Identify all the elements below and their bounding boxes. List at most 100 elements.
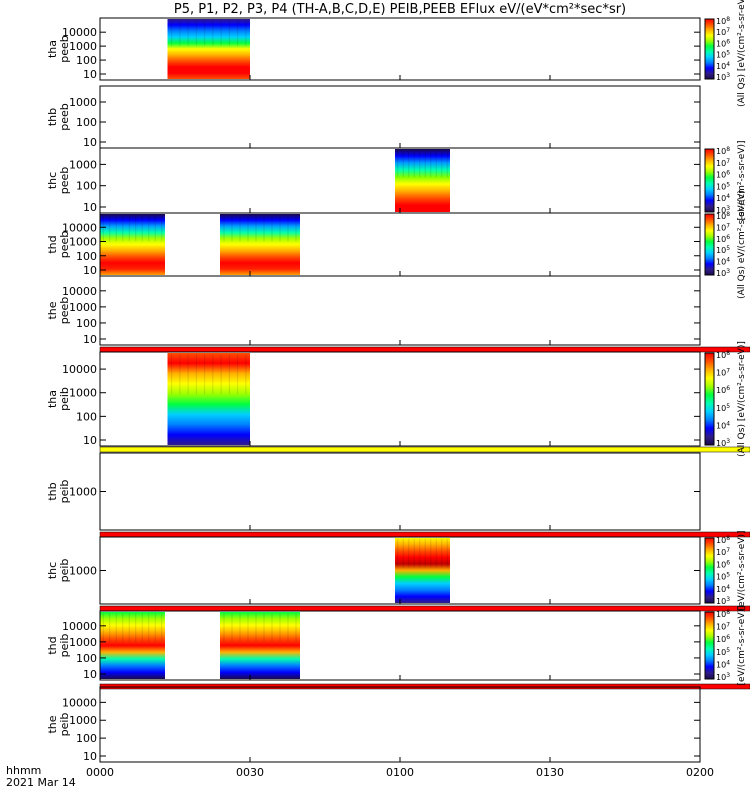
colorbar-tick-exponent: 6: [726, 385, 730, 392]
colorbar-tick-label: 108: [716, 535, 730, 545]
panel-frame: [99, 85, 701, 149]
colorbar-tick-label: 108: [716, 16, 730, 26]
colorbar-tick-exponent: 8: [726, 350, 730, 357]
colorbar-tick-label: 108: [716, 350, 730, 360]
colorbar-tick-label: 108: [716, 609, 730, 619]
y-tick-label: 1000: [69, 714, 97, 727]
colorbar-tick-label: 107: [716, 27, 730, 37]
panel-thb-peeb: 10 100 1000 thb peeb: [46, 85, 701, 149]
colorbar-tick-exponent: 7: [726, 547, 730, 554]
colorbar-tick-exponent: 4: [726, 61, 730, 68]
colorbar-tick-exponent: 5: [726, 50, 730, 57]
y-tick-label: 100: [76, 410, 97, 423]
panel-label-probe: thd: [46, 636, 59, 654]
panel-label-probe: thb: [46, 482, 59, 500]
colorbar-tick-exponent: 4: [726, 420, 730, 427]
colorbar-tick-exponent: 6: [726, 559, 730, 566]
y-tick-label: 100: [76, 317, 97, 330]
panel-thc-peeb: 10 100 1000 thc peeb: [46, 147, 701, 214]
colorbar-tick-exponent: 4: [726, 257, 730, 264]
colorbar-tick-label: 103: [716, 438, 730, 448]
y-tick-label: 10000: [62, 620, 97, 633]
colorbar-scale: [704, 537, 715, 604]
panel-label-probe: the: [46, 715, 59, 733]
panel-label-probe: tha: [46, 40, 59, 58]
colorbar-tick-exponent: 3: [726, 672, 730, 679]
colorbar-tick-label: 106: [716, 38, 730, 48]
colorbar-tick-exponent: 7: [726, 622, 730, 629]
x-tick-label: 0200: [686, 766, 714, 779]
x-tick-label: 0100: [386, 766, 414, 779]
panel-frame: [99, 212, 701, 277]
panel-frame: [99, 686, 701, 763]
panel-label-probe: thc: [46, 172, 59, 189]
colorbar-tick-label: 105: [716, 647, 730, 657]
colorbar-tick-exponent: 3: [726, 205, 730, 212]
colorbar-tick-exponent: 3: [726, 268, 730, 275]
colorbar-tick-label: 105: [716, 572, 730, 582]
colorbar-tick-exponent: 4: [726, 193, 730, 200]
spectrogram-block: [220, 612, 300, 679]
figure-title: P5, P1, P2, P3, P4 (TH-A,B,C,D,E) PEIB,P…: [174, 2, 626, 17]
y-tick-label: 100: [76, 652, 97, 665]
colorbar-tick-label: 106: [716, 634, 730, 644]
colorbar-tick-exponent: 4: [726, 659, 730, 666]
panel-label-probe: thc: [46, 562, 59, 579]
colorbar-tick-label: 104: [716, 61, 730, 71]
colorbar-tick-label: 104: [716, 659, 730, 669]
panel-label-product: peib: [58, 387, 71, 411]
y-tick-label: 10: [83, 201, 97, 214]
panel-label-product: peib: [58, 713, 71, 737]
spectrogram-block: [395, 538, 450, 603]
colorbar-tick-exponent: 4: [726, 584, 730, 591]
panel-label-probe: thb: [46, 108, 59, 126]
colorbar-tick-label: 104: [716, 257, 730, 267]
quality-stripe: [99, 446, 750, 453]
colorbar-tick-label: 106: [716, 170, 730, 180]
time-axis-unit-label: hhmm: [6, 764, 41, 777]
y-tick-label: 10000: [62, 221, 97, 234]
colorbar-tick-exponent: 5: [726, 647, 730, 654]
colorbar-unit-label: [eV/(cm²-s-sr-eV)]: [737, 605, 747, 685]
y-tick-label: 10000: [62, 26, 97, 39]
colorbar-scale: [704, 18, 715, 80]
colorbar-tick-exponent: 5: [726, 181, 730, 188]
colorbar-tick-exponent: 5: [726, 403, 730, 410]
y-tick-label: 10: [83, 68, 97, 81]
y-tick-label: 10000: [62, 696, 97, 709]
colorbar-scale: [704, 148, 715, 213]
colorbar-tick-exponent: 3: [726, 72, 730, 79]
colorbar-tick-label: 104: [716, 584, 730, 594]
panel-frame: [99, 275, 701, 346]
y-tick-label: 100: [76, 54, 97, 67]
panel-label-product: peib: [58, 634, 71, 658]
colorbar-tick-label: 107: [716, 622, 730, 632]
spectrogram-block: [167, 19, 250, 79]
y-tick-label: 1000: [69, 158, 97, 171]
colorbar-tick-label: 104: [716, 193, 730, 203]
y-tick-label: 100: [76, 180, 97, 193]
colorbar-tick-exponent: 3: [726, 596, 730, 603]
colorbar-tick-label: 108: [716, 146, 730, 156]
colorbar-scale: [704, 611, 715, 680]
panel-frame: [99, 452, 701, 531]
colorbar-unit-label: (All Qs) [eV/(cm²-s-sr-eV)]: [737, 0, 747, 107]
colorbar-unit-label: (All Qs) [eV/(cm²-s-sr-eV)]: [737, 341, 747, 457]
colorbar-tick-exponent: 7: [726, 158, 730, 165]
colorbar-tick-exponent: 6: [726, 38, 730, 45]
panel-label-probe: tha: [46, 390, 59, 408]
panel-label-product: peeb: [58, 231, 71, 259]
y-tick-label: 1000: [69, 636, 97, 649]
colorbar-unit-label: (All Qs) eV/(cm²-s-sr-eV): [737, 190, 747, 299]
y-tick-label: 100: [76, 732, 97, 745]
colorbar-tick-label: 103: [716, 596, 730, 606]
colorbar-tick-label: 105: [716, 245, 730, 255]
panel-frame: [99, 610, 701, 681]
